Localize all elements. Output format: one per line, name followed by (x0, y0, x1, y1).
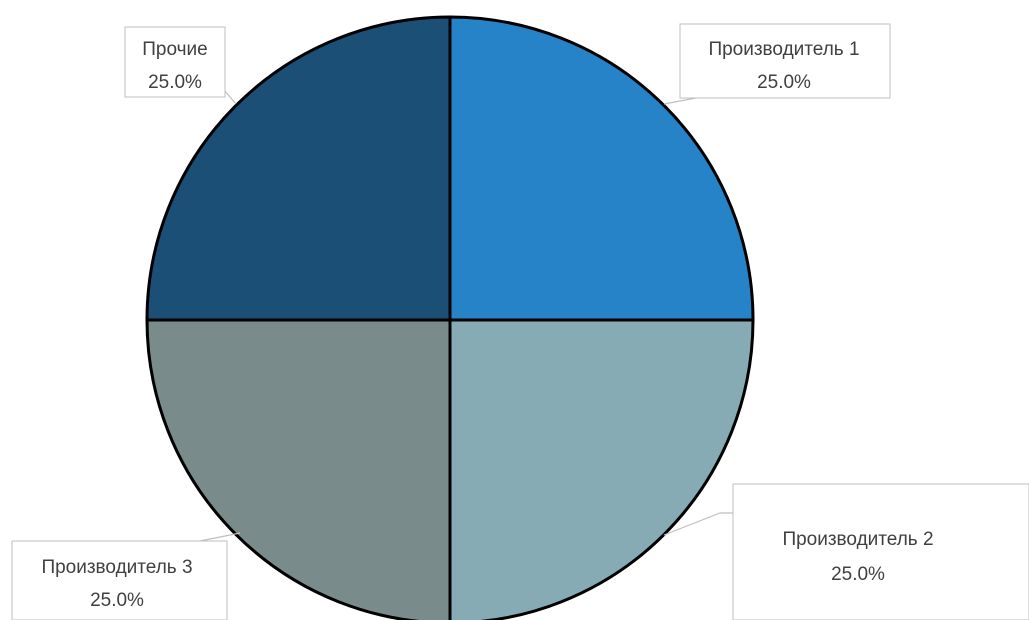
data-label-box (124, 26, 226, 98)
slice-percent-label: 25.0% (757, 72, 811, 93)
slice-category-label: Прочие (142, 39, 207, 60)
slice-category-label: Производитель 2 (782, 529, 933, 550)
leader-line-slice-4 (223, 89, 237, 105)
data-label-box (732, 483, 1029, 620)
slice-percent-label: 25.0% (831, 564, 885, 585)
data-label-slice-4: Прочие 25.0% (124, 26, 226, 98)
pie-slices (145, 15, 755, 620)
data-label-box (11, 540, 228, 620)
data-labels: Производитель 1 25.0% Производитель 2 25.0%… (11, 23, 1029, 620)
slice-percent-label: 25.0% (148, 72, 202, 93)
data-label-slice-2: Производитель 2 25.0% (732, 483, 1029, 620)
pie-slice-4 (145, 15, 452, 322)
pie-slice-2 (448, 318, 755, 620)
slice-percent-label: 25.0% (90, 590, 144, 611)
leader-line-slice-3 (199, 532, 241, 542)
data-label-box (679, 23, 891, 99)
leader-line-slice-2 (663, 512, 733, 536)
slice-category-label: Производитель 1 (708, 39, 859, 60)
slice-category-label: Производитель 3 (41, 557, 192, 578)
data-label-slice-3: Производитель 3 25.0% (11, 540, 228, 620)
pie-slice-1 (448, 15, 755, 322)
data-label-slice-1: Производитель 1 25.0% (679, 23, 891, 99)
